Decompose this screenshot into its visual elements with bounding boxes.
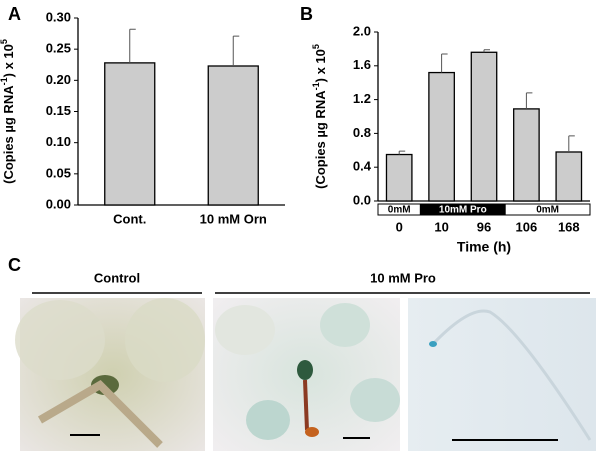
bar [207, 65, 259, 206]
error-bar [525, 92, 533, 109]
x-tick-label: 168 [558, 219, 580, 234]
y-axis-label-part: 5 [311, 44, 321, 49]
y-tick-label: 1.2 [353, 91, 371, 106]
error-bar [232, 35, 240, 66]
bar [555, 151, 583, 202]
bar [428, 71, 455, 202]
y-tick-label: 0.15 [46, 103, 71, 118]
bar [470, 51, 498, 202]
y-tick-label: 0.10 [46, 134, 71, 149]
y-tick-label: 0.05 [46, 165, 71, 180]
y-axis-label-part: ) x 10 [1, 44, 16, 77]
group-label: Control [94, 270, 140, 285]
group-label: 10 mM Pro [370, 270, 436, 285]
y-tick-label: 0.30 [46, 9, 71, 24]
x-axis-label: Time (h) [457, 239, 511, 255]
y-tick-label: 0.4 [353, 159, 372, 174]
error-bar [483, 49, 490, 53]
treatment-label: 0mM [536, 205, 559, 216]
y-tick-label: 0.25 [46, 41, 71, 56]
y-tick-label: 0.00 [46, 196, 71, 211]
y-tick-label: 0.20 [46, 72, 71, 87]
photo [213, 298, 400, 451]
y-tick-label: 0.0 [353, 192, 371, 207]
y-axis-label-part: (Copies µg RNA [1, 85, 16, 184]
y-axis-label-part: (Copies µg RNA [313, 90, 328, 189]
y-tick-label: 2.0 [353, 23, 371, 38]
error-bar [129, 28, 136, 63]
error-bar [398, 150, 406, 155]
x-tick-label: 10 [434, 219, 448, 234]
photo [15, 298, 205, 451]
y-axis-label-part: -1 [311, 82, 321, 90]
y-axis-label-part: -1 [0, 77, 9, 85]
bar [513, 108, 540, 202]
y-axis-label-part: ) x 10 [313, 49, 328, 82]
y-tick-label: 0.8 [353, 125, 371, 140]
y-axis-label: (Copies µg RNA-1) x 105 [0, 39, 16, 184]
y-tick-label: 1.6 [353, 57, 371, 72]
y-axis-label: (Copies µg RNA-1) x 105 [311, 44, 328, 189]
y-axis-label-part: 5 [0, 39, 9, 44]
x-tick-label: 96 [477, 219, 491, 234]
panel-letter: B [300, 4, 313, 24]
bar [104, 62, 156, 206]
x-tick-label: 106 [516, 219, 538, 234]
error-bar [568, 135, 575, 152]
x-tick-label: 0 [396, 219, 403, 234]
photo [408, 298, 596, 451]
treatment-label: 0mM [388, 205, 411, 216]
x-tick-label: 10 mM Orn [200, 211, 267, 226]
error-bar [441, 53, 448, 73]
treatment-label: 10mM Pro [439, 205, 487, 216]
panel-letter: C [8, 255, 21, 275]
panel-letter: A [8, 4, 21, 24]
x-tick-label: Cont. [113, 211, 146, 226]
treatment-box [504, 203, 591, 216]
bar [385, 153, 413, 202]
